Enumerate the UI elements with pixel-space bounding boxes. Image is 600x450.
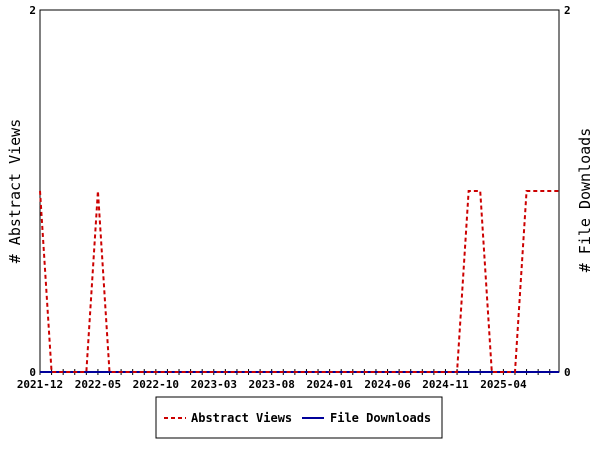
series-layer <box>39 190 559 373</box>
x-tick-label-2023-08: 2023-08 <box>249 378 295 391</box>
y-left-tick-bottom: 0 <box>29 366 36 379</box>
x-tick-label-2021-12: 2021-12 <box>17 378 63 391</box>
x-tick-label-2022-10: 2022-10 <box>133 378 179 391</box>
y-left-tick-top: 2 <box>29 4 36 17</box>
series-line-abstract-views <box>39 190 559 373</box>
legend-label-file-downloads: File Downloads <box>330 411 431 425</box>
legend-label-abstract-views: Abstract Views <box>191 411 292 425</box>
x-tick-label-2023-03: 2023-03 <box>191 378 237 391</box>
x-tick-label-2025-04: 2025-04 <box>480 378 527 391</box>
y-axis-title-right: # File Downloads <box>576 128 594 273</box>
legend: Abstract Views File Downloads <box>155 396 443 439</box>
legend-box <box>155 396 443 439</box>
y-right-tick-bottom: 0 <box>564 366 571 379</box>
x-tick-label-2022-05: 2022-05 <box>75 378 121 391</box>
y-right-tick-top: 2 <box>564 4 571 17</box>
x-tick-label-2024-06: 2024-06 <box>364 378 411 391</box>
x-axis-tick-labels: 2021-12 2022-05 2022-10 2023-03 2023-08 2024-… <box>17 378 527 391</box>
x-tick-label-2024-01: 2024-01 <box>306 378 353 391</box>
plot-area <box>39 9 560 373</box>
y-axis-title-left: # Abstract Views <box>6 119 24 264</box>
x-tick-label-2024-11: 2024-11 <box>422 378 469 391</box>
